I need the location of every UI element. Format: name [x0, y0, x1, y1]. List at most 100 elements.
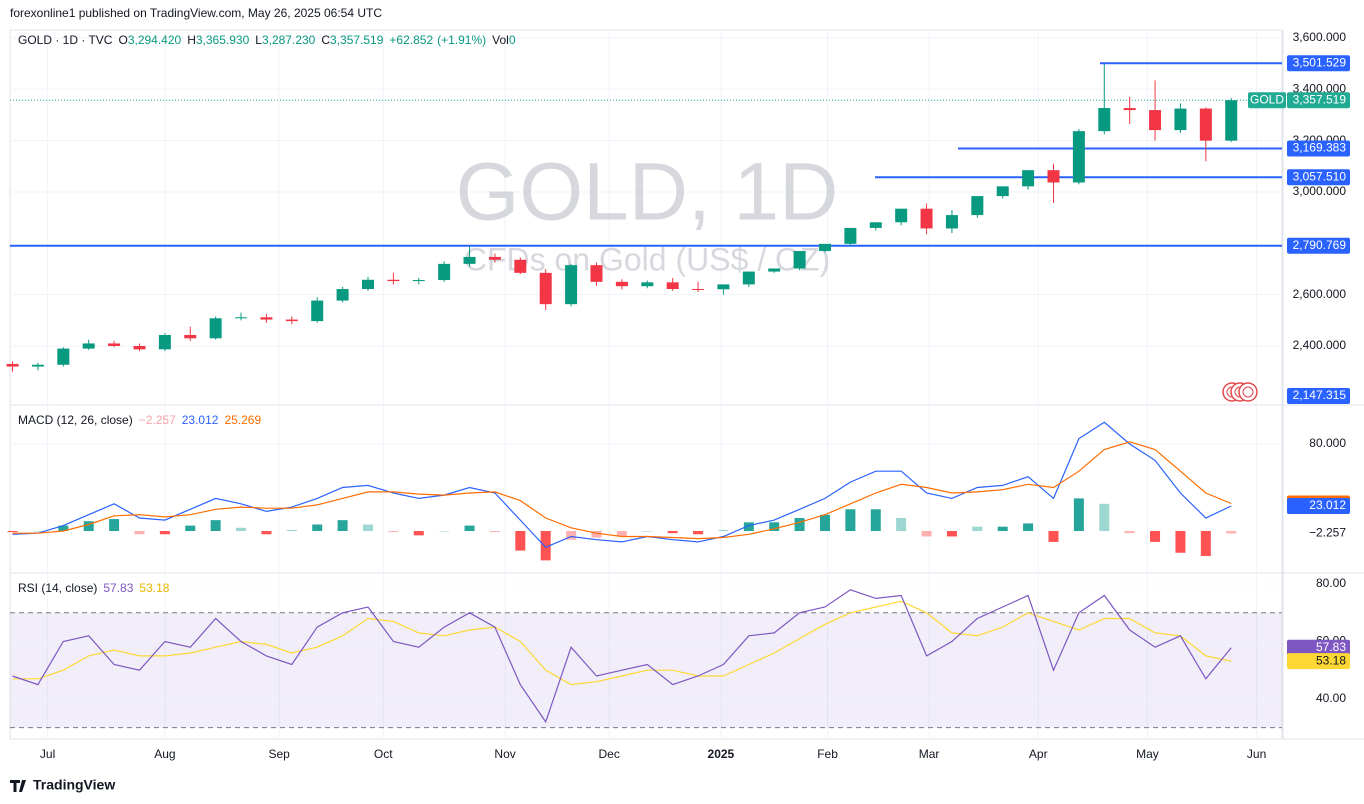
price-label: 2,790.769 — [1293, 238, 1347, 252]
price-label-bg — [1287, 237, 1350, 254]
histogram-bar — [413, 531, 424, 536]
candle-body — [1098, 108, 1111, 132]
symbol-legend: GOLD · 1D · TVC O3,294.420 H3,365.930 L3,28… — [18, 33, 516, 47]
x-tick-label: Mar — [919, 747, 940, 761]
candle-body — [1022, 170, 1035, 187]
histogram-bar — [1023, 523, 1034, 532]
x-tick-label: Apr — [1029, 747, 1048, 761]
histogram-bar — [159, 531, 170, 535]
candle-body — [666, 282, 679, 290]
x-tick-label: Dec — [599, 747, 620, 761]
candle-body — [1149, 110, 1162, 131]
price-label-bg — [1287, 498, 1350, 515]
indicator-title: RSI (14, close) — [18, 581, 97, 595]
histogram-bar — [743, 522, 754, 532]
price-label-bg — [1287, 388, 1350, 404]
ohlc-key: L — [255, 33, 262, 47]
candle-body — [539, 272, 552, 305]
histogram-bar — [870, 509, 881, 532]
candle-body — [1072, 131, 1085, 183]
price-label: 23.012 — [1309, 498, 1346, 512]
histogram-bar — [972, 526, 983, 532]
histogram-bar — [794, 517, 805, 532]
ohlc-key: H — [187, 33, 196, 47]
histogram-bar — [566, 531, 577, 540]
logo-icon — [10, 780, 26, 792]
histogram-bar — [286, 529, 297, 532]
price-label-bg — [1287, 639, 1350, 656]
x-tick-label: Jun — [1247, 747, 1266, 761]
candle-body — [361, 279, 374, 290]
histogram-bar — [7, 531, 18, 533]
histogram-bar — [134, 531, 145, 535]
candle-body — [717, 284, 730, 290]
y-tick-label: 2,400.000 — [1293, 338, 1347, 352]
candle-body — [158, 334, 171, 350]
candle-body — [971, 196, 984, 216]
histogram-bar — [921, 531, 932, 537]
candle-body — [793, 251, 806, 269]
indicator-legend: MACD (12, 26, close) −2.257 23.012 25.269 — [18, 413, 261, 427]
price-label: 3,501.529 — [1293, 55, 1347, 69]
candle-body — [57, 348, 70, 365]
histogram-bar — [388, 531, 399, 533]
histogram-bar — [489, 531, 500, 533]
candle-body — [108, 343, 121, 347]
candle-body — [1225, 100, 1238, 141]
macd-line — [12, 421, 1232, 549]
histogram-bar — [667, 531, 678, 534]
ohlc-value: 3,294.420 — [128, 33, 182, 47]
histogram-bar — [1048, 531, 1059, 542]
volume-key: Vol — [492, 33, 509, 47]
candle-body — [565, 265, 578, 305]
candle-body — [311, 300, 324, 322]
legend-hist: −2.257 — [139, 413, 176, 427]
y-tick-label: 80.000 — [1309, 436, 1346, 450]
histogram-bar — [1226, 531, 1237, 534]
price-label: 53.18 — [1316, 653, 1346, 667]
histogram-bar — [312, 524, 323, 532]
price-label: 2,147.315 — [1293, 388, 1347, 402]
histogram-bar — [896, 517, 907, 532]
histogram-bar — [337, 520, 348, 532]
y-tick-label: 3,400.000 — [1293, 81, 1347, 95]
x-tick-label: Sep — [268, 747, 290, 761]
candle-body — [1123, 108, 1136, 111]
price-label-bg — [1287, 169, 1350, 186]
histogram-bar — [32, 531, 43, 532]
candle-body — [996, 186, 1009, 197]
candle-body — [209, 318, 222, 339]
candle-body — [1199, 108, 1212, 141]
ohlc-key: O — [118, 33, 127, 47]
histogram-bar — [616, 531, 627, 537]
histogram-bar — [1124, 531, 1135, 534]
x-tick-label: Oct — [374, 747, 393, 761]
histogram-bar — [58, 525, 69, 532]
volume-value: 0 — [509, 33, 516, 47]
price-label: 3,169.383 — [1293, 141, 1347, 155]
histogram-bar — [540, 531, 551, 561]
price-label: 3,057.510 — [1293, 169, 1347, 183]
rsi-line — [12, 589, 1232, 724]
histogram-bar — [946, 531, 957, 537]
histogram-bar — [515, 531, 526, 551]
symbol-tag-bg — [1248, 92, 1286, 109]
candle-body — [285, 319, 298, 322]
price-label-bg — [1287, 140, 1350, 157]
symbol-tag: GOLD — [1250, 92, 1284, 106]
ohlc-key: C — [321, 33, 330, 47]
x-tick-label: Nov — [494, 747, 515, 761]
y-tick-label: 40.00 — [1316, 691, 1346, 705]
histogram-bar — [997, 526, 1008, 532]
candle-body — [184, 334, 197, 339]
y-tick-label: 3,600.000 — [1293, 30, 1347, 44]
histogram-bar — [261, 531, 272, 535]
candle-body — [31, 364, 44, 367]
y-tick-label: 80.00 — [1316, 576, 1346, 590]
price-label: 3,357.519 — [1293, 92, 1347, 106]
candle-body — [641, 282, 654, 287]
footer-logo[interactable]: TradingView — [10, 777, 115, 793]
x-tick-label: May — [1136, 747, 1159, 761]
candle-body — [692, 289, 705, 291]
legend-ma: 53.18 — [139, 581, 169, 595]
